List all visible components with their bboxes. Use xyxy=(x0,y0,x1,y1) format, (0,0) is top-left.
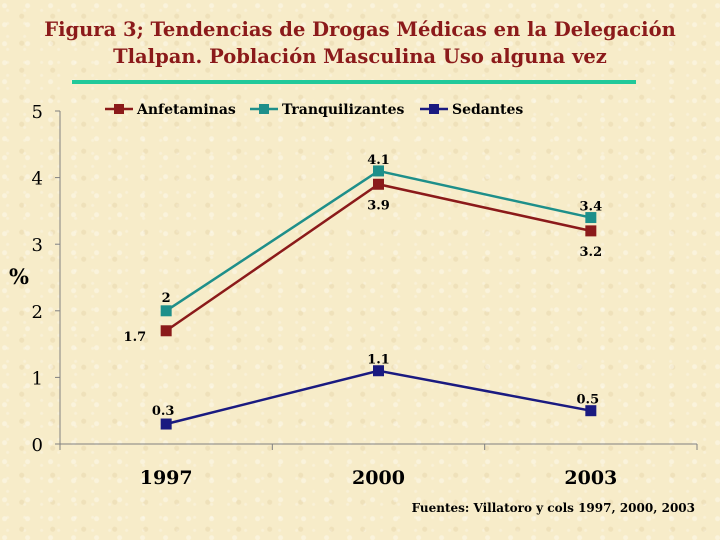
data-point-marker xyxy=(373,165,384,177)
chart-title: Figura 3; Tendencias de Drogas Médicas e… xyxy=(0,16,720,70)
data-label: 3.2 xyxy=(580,245,603,260)
legend-label: Anfetaminas xyxy=(136,102,236,118)
data-label: 0.3 xyxy=(152,404,175,419)
x-tick-label: 1997 xyxy=(140,467,193,489)
legend-label: Sedantes xyxy=(452,102,523,118)
y-tick-label: 1 xyxy=(32,368,43,389)
x-tick-label: 2003 xyxy=(564,467,617,489)
data-point-marker xyxy=(585,225,597,237)
y-tick-label: 2 xyxy=(32,302,43,323)
data-point-marker xyxy=(160,325,172,337)
data-label: 2 xyxy=(162,291,171,306)
legend-marker xyxy=(259,104,269,114)
x-tick-label: 2000 xyxy=(352,467,405,489)
data-label: 0.5 xyxy=(577,393,600,408)
data-label: 1.1 xyxy=(367,353,390,368)
y-tick-label: 3 xyxy=(32,235,43,256)
data-label: 4.1 xyxy=(367,153,390,168)
data-label: 3.9 xyxy=(367,198,390,213)
y-tick-label: 5 xyxy=(32,102,43,123)
data-point-marker xyxy=(373,365,384,377)
data-point-marker xyxy=(373,178,384,190)
legend-marker xyxy=(114,104,124,114)
chart-title-line-2: Tlalpan. Población Masculina Uso alguna … xyxy=(113,45,607,68)
legend-label: Tranquilizantes xyxy=(282,102,405,118)
data-label: 3.4 xyxy=(580,200,603,215)
title-underline xyxy=(72,80,636,84)
source-note: Fuentes: Villatoro y cols 1997, 2000, 20… xyxy=(411,501,695,515)
y-tick-label: 4 xyxy=(32,169,43,190)
y-tick-label: 0 xyxy=(32,435,43,456)
data-label: 1.7 xyxy=(124,330,147,345)
chart-title-line-1: Figura 3; Tendencias de Drogas Médicas e… xyxy=(44,18,676,41)
data-point-marker xyxy=(585,405,597,417)
series-line-tranquilizantes xyxy=(165,169,592,312)
legend-marker xyxy=(429,104,439,114)
data-point-marker xyxy=(160,418,172,430)
y-axis-title: % xyxy=(9,264,29,289)
data-point-marker xyxy=(160,305,172,317)
data-point-marker xyxy=(585,212,597,224)
series-line-sedantes xyxy=(165,369,592,426)
